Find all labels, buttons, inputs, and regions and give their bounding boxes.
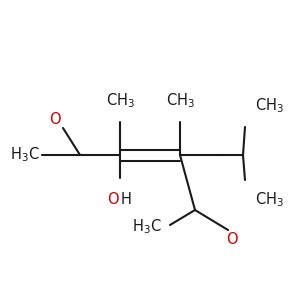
Text: CH$_3$: CH$_3$ xyxy=(255,96,284,115)
Text: H: H xyxy=(121,192,132,207)
Text: CH$_3$: CH$_3$ xyxy=(255,190,284,209)
Text: O: O xyxy=(107,192,119,207)
Text: CH$_3$: CH$_3$ xyxy=(106,91,134,110)
Text: H$_3$C: H$_3$C xyxy=(132,218,162,236)
Text: O: O xyxy=(49,112,61,128)
Text: O: O xyxy=(226,232,238,247)
Text: CH$_3$: CH$_3$ xyxy=(166,91,194,110)
Text: H$_3$C: H$_3$C xyxy=(11,146,40,164)
